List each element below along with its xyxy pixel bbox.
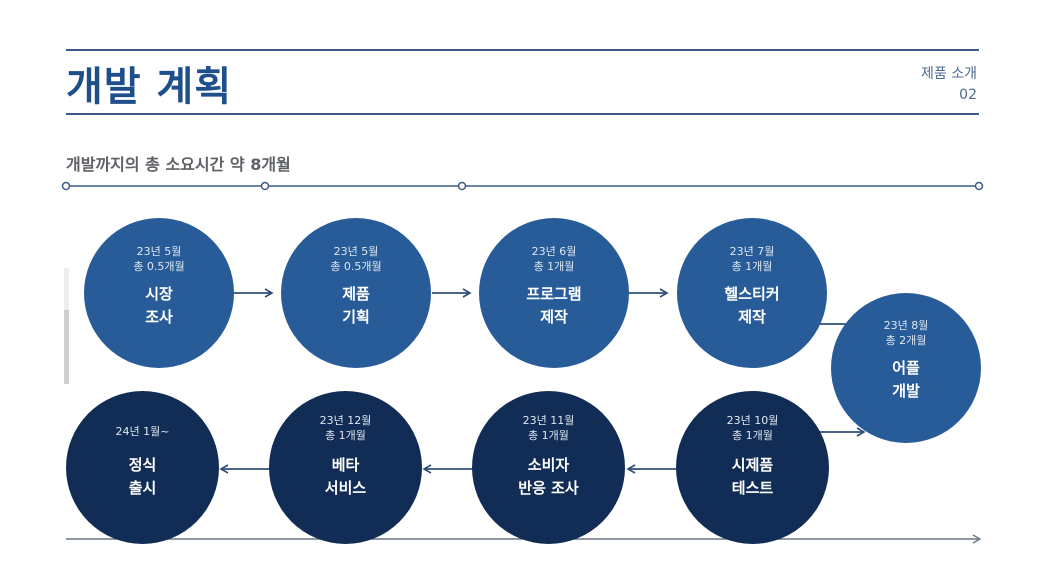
step-date: 24년 1월~ [115, 425, 170, 438]
side-shadow-mark [64, 310, 69, 384]
step-name: 출시 [128, 479, 157, 497]
step-name: 반응 조사 [518, 479, 579, 497]
step-date: 23년 10월 [726, 414, 779, 427]
step-consumer-research: 23년 11월 총 1개월 소비자 반응 조사 [472, 391, 625, 544]
step-name: 프로그램 [526, 285, 582, 303]
step-duration: 총 0.5개월 [330, 260, 382, 273]
step-name: 제작 [540, 308, 568, 326]
step-duration: 총 1개월 [732, 429, 773, 442]
header-top-rule [66, 49, 979, 51]
step-name: 조사 [145, 308, 173, 326]
step-date: 23년 8월 [883, 319, 929, 332]
step-name: 어플 [892, 359, 920, 377]
side-shadow-mark [64, 268, 69, 310]
step-health-sticker-build: 23년 7월 총 1개월 헬스티커 제작 [677, 218, 827, 368]
step-duration: 총 2개월 [885, 334, 927, 347]
step-name: 소비자 [527, 456, 570, 474]
step-name: 정식 [128, 456, 157, 474]
step-duration: 총 1개월 [731, 260, 773, 273]
step-name: 서비스 [324, 479, 367, 497]
step-date: 23년 6월 [531, 245, 577, 258]
step-market-research: 23년 5월 총 0.5개월 시장 조사 [84, 218, 234, 368]
page-number: 02 [959, 87, 977, 103]
header-bottom-rule [66, 113, 979, 115]
step-duration: 총 0.5개월 [133, 260, 185, 273]
step-name: 베타 [331, 456, 360, 474]
step-date: 23년 12월 [319, 414, 372, 427]
step-official-launch: 24년 1월~ 정식 출시 [66, 391, 219, 544]
step-name: 기획 [342, 308, 370, 326]
timeline-node [457, 181, 467, 191]
step-prototype-test: 23년 10월 총 1개월 시제품 테스트 [676, 391, 829, 544]
step-program-build: 23년 6월 총 1개월 프로그램 제작 [479, 218, 629, 368]
step-name: 제품 [342, 285, 370, 303]
step-beta-service: 23년 12월 총 1개월 베타 서비스 [269, 391, 422, 544]
bottom-rule-arrowhead [972, 534, 982, 544]
step-name: 시장 [145, 285, 173, 303]
step-name: 제작 [738, 308, 766, 326]
timeline-node [61, 181, 71, 191]
step-name: 시제품 [731, 456, 774, 474]
step-duration: 총 1개월 [528, 429, 569, 442]
step-date: 23년 5월 [333, 245, 379, 258]
step-date: 23년 7월 [729, 245, 775, 258]
step-name: 개발 [892, 382, 920, 400]
step-product-planning: 23년 5월 총 0.5개월 제품 기획 [281, 218, 431, 368]
step-app-development: 23년 8월 총 2개월 어플 개발 [831, 293, 981, 443]
timeline-node [260, 181, 270, 191]
step-duration: 총 1개월 [533, 260, 575, 273]
step-duration: 총 1개월 [325, 429, 366, 442]
step-name: 헬스티커 [724, 285, 780, 303]
step-name: 테스트 [731, 479, 774, 497]
step-date: 23년 11월 [522, 414, 575, 427]
step-date: 23년 5월 [136, 245, 182, 258]
subtitle: 개발까지의 총 소요시간 약 8개월 [66, 155, 291, 174]
page-title: 개발 계획 [66, 64, 233, 110]
section-label: 제품 소개 [921, 66, 977, 82]
timeline-node [974, 181, 984, 191]
